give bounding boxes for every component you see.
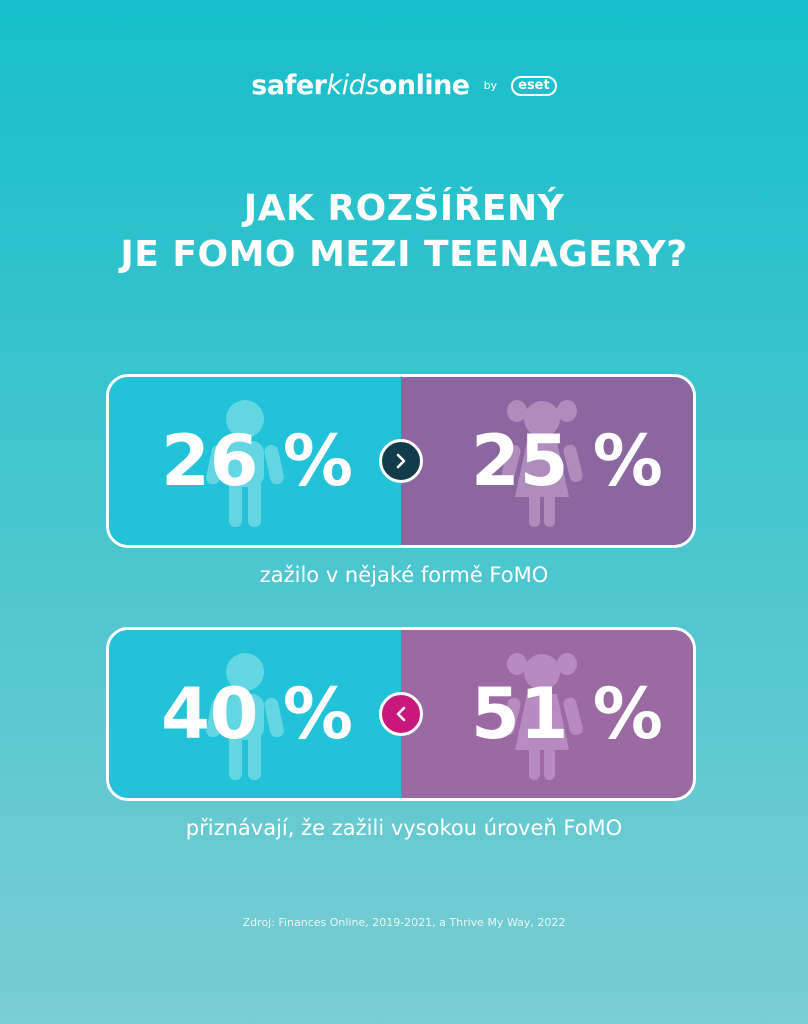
boys-panel: 26 % bbox=[109, 377, 401, 545]
girl-silhouette-icon bbox=[501, 653, 583, 780]
girls-panel: 25 % bbox=[401, 377, 693, 545]
chevron-right-icon bbox=[396, 453, 406, 469]
chevron-left-icon bbox=[396, 706, 406, 722]
greater-than-badge bbox=[379, 439, 423, 483]
brand-name-part-safer: safer bbox=[251, 70, 327, 101]
brand-name-part-online: online bbox=[378, 70, 470, 101]
boy-silhouette-icon bbox=[206, 653, 284, 780]
title-line-1: JAK ROZŠÍŘENÝ bbox=[243, 188, 565, 229]
brand-by: by bbox=[483, 79, 498, 92]
brand-logo: saferkidsonline by eset bbox=[0, 70, 808, 101]
girl-silhouette-icon bbox=[501, 400, 583, 527]
less-than-badge bbox=[379, 692, 423, 736]
stat-caption-1: zažilo v nějaké formě FoMO bbox=[259, 563, 549, 587]
boys-percentage: 40 % bbox=[161, 673, 353, 755]
brand-name-part-kids: kids bbox=[326, 70, 379, 101]
page-title: JAK ROZŠÍŘENÝ JE FOMO MEZI TEENAGERY? bbox=[0, 186, 808, 278]
source-note: Zdroj: Finances Online, 2019-2021, a Thr… bbox=[242, 916, 566, 929]
boys-percentage: 26 % bbox=[161, 420, 353, 502]
stat-caption-2: přiznávají, že zažili vysokou úroveň FoM… bbox=[185, 816, 623, 840]
girls-panel: 51 % bbox=[401, 630, 693, 798]
stat-card-fomo-any: 26 % 25 % bbox=[106, 374, 696, 548]
eset-logo: eset bbox=[511, 75, 557, 96]
boy-silhouette-icon bbox=[206, 400, 284, 527]
girls-percentage: 25 % bbox=[471, 420, 663, 502]
girls-percentage: 51 % bbox=[471, 673, 663, 755]
brand-name: saferkidsonline bbox=[251, 70, 470, 101]
title-line-2: JE FOMO MEZI TEENAGERY? bbox=[120, 234, 688, 275]
stat-card-fomo-high: 40 % 51 % bbox=[106, 627, 696, 801]
boys-panel: 40 % bbox=[109, 630, 401, 798]
